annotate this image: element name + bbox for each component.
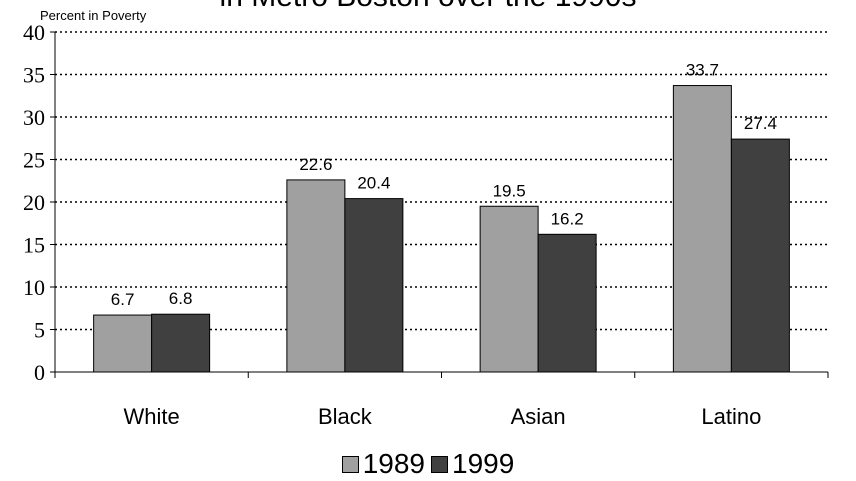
y-tick-label-20: 20 <box>23 190 45 215</box>
bars <box>93 85 790 373</box>
y-tick-label-30: 30 <box>23 105 45 130</box>
bar-asian-1999 <box>537 233 597 373</box>
data-label-black-1989: 22.6 <box>299 155 332 174</box>
x-category-label-latino: Latino <box>701 404 761 429</box>
y-axis-label: Percent in Poverty <box>40 8 147 23</box>
data-label-white-1999: 6.8 <box>169 289 193 308</box>
x-category-label-black: Black <box>318 404 373 429</box>
legend: 1989 1999 <box>0 448 856 480</box>
title-clip: in Metro Boston over the 1990s <box>0 0 856 14</box>
legend-item-1999: 1999 <box>431 448 514 480</box>
bar-black-1999 <box>344 198 404 373</box>
legend-item-1989: 1989 <box>341 448 425 480</box>
y-tick-label-25: 25 <box>23 148 45 173</box>
bar-black-1989 <box>286 179 346 373</box>
bar-white-1989 <box>93 314 153 373</box>
bar-latino-1999 <box>730 138 790 373</box>
y-tick-label-5: 5 <box>34 318 45 343</box>
legend-label-1989: 1989 <box>362 448 425 479</box>
axes: 0 5 10 15 20 25 30 35 40 White Black Asian Latino <box>23 20 829 429</box>
chart-title: in Metro Boston over the 1990s <box>0 0 856 14</box>
y-tick-label-10: 10 <box>23 275 45 300</box>
bar-asian-1989 <box>479 205 539 373</box>
gridlines <box>55 31 828 331</box>
data-label-asian-1999: 16.2 <box>551 209 584 228</box>
data-label-white-1989: 6.7 <box>111 290 135 309</box>
legend-label-1999: 1999 <box>452 448 515 479</box>
y-tick-label-15: 15 <box>23 233 45 258</box>
legend-swatch-1999 <box>431 455 448 473</box>
data-label-asian-1989: 19.5 <box>493 181 526 200</box>
data-label-latino-1999: 27.4 <box>744 114 777 133</box>
data-labels: 6.7 6.8 22.6 20.4 19.5 16.2 33.7 27.4 <box>111 61 777 309</box>
bar-latino-1989 <box>672 85 732 373</box>
data-label-black-1999: 20.4 <box>357 174 390 193</box>
y-tick-label-40: 40 <box>23 20 45 45</box>
x-category-label-white: White <box>124 404 180 429</box>
legend-swatch-1989 <box>341 455 359 473</box>
x-category-label-asian: Asian <box>511 404 566 429</box>
bar-white-1999 <box>151 313 211 373</box>
y-tick-label-0: 0 <box>34 360 45 385</box>
y-tick-label-35: 35 <box>23 63 45 88</box>
data-label-latino-1989: 33.7 <box>686 61 719 80</box>
